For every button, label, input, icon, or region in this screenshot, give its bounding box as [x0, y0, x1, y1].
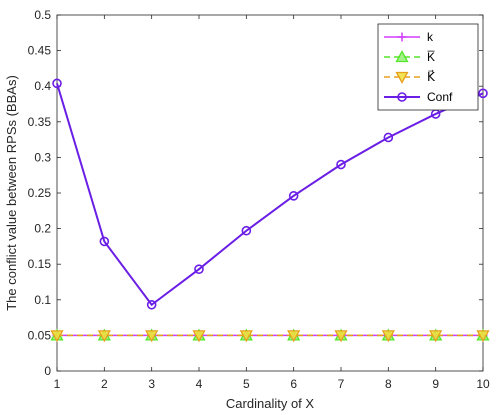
data-point	[381, 330, 395, 343]
data-point	[52, 78, 62, 89]
legend-label: K⃗	[427, 69, 436, 84]
x-tick-label: 2	[101, 377, 108, 391]
legend-marker	[395, 71, 409, 84]
legend-entry: K⃗	[384, 69, 436, 84]
data-point	[146, 299, 157, 310]
legend-label: K̅	[427, 50, 435, 64]
x-tick-label: 8	[385, 377, 392, 391]
series-3	[50, 330, 490, 343]
legend-entry: k	[384, 30, 434, 44]
x-tick-label: 10	[476, 377, 490, 391]
data-point	[478, 88, 488, 99]
legend-label: Conf	[427, 90, 453, 104]
data-point	[241, 225, 252, 236]
x-tick-label: 5	[243, 377, 250, 391]
y-tick-label: 0.1	[34, 293, 51, 307]
data-point	[192, 330, 206, 343]
series-4	[52, 78, 488, 310]
legend: k K̅ K⃗ Conf	[377, 23, 479, 111]
y-tick-label: 0.35	[28, 115, 52, 129]
series-line	[56, 83, 484, 307]
data-point	[288, 191, 299, 201]
y-axis-title: The conflict value between RPSs (BBAs)	[4, 75, 19, 311]
data-point	[239, 330, 253, 343]
data-point	[429, 330, 443, 343]
data-point	[334, 330, 348, 343]
legend-marker	[395, 50, 409, 63]
legend-entry: Conf	[384, 90, 453, 104]
legend-marker	[397, 32, 407, 42]
y-tick-label: 0.15	[28, 257, 52, 271]
y-tick-label: 0.4	[34, 79, 51, 93]
legend-marker	[397, 92, 407, 102]
legend-box	[377, 23, 479, 111]
y-tick-label: 0	[44, 364, 51, 378]
y-tick-label: 0.05	[28, 328, 52, 342]
x-tick-label: 4	[196, 377, 203, 391]
data-point	[145, 330, 159, 343]
data-point	[287, 330, 301, 343]
y-tick-label: 0.2	[34, 222, 51, 236]
legend-label: k	[427, 30, 434, 44]
data-point	[194, 264, 204, 274]
data-point	[476, 330, 490, 343]
x-tick-label: 6	[290, 377, 297, 391]
data-point	[336, 159, 346, 170]
x-tick-label: 7	[338, 377, 345, 391]
data-point	[99, 236, 110, 247]
data-point	[50, 330, 64, 343]
data-point	[383, 132, 394, 143]
y-tick-label: 0.25	[28, 186, 52, 200]
y-tick-label: 0.5	[34, 8, 51, 22]
x-tick-label: 3	[148, 377, 155, 391]
x-axis-title: Cardinality of X	[226, 396, 314, 411]
y-tick-label: 0.45	[28, 44, 52, 58]
y-tick-label: 0.3	[34, 150, 51, 164]
legend-entry: K̅	[384, 50, 435, 64]
x-tick-label: 1	[54, 377, 61, 391]
x-tick-label: 9	[432, 377, 439, 391]
data-point	[97, 330, 111, 343]
series-group	[50, 78, 490, 343]
